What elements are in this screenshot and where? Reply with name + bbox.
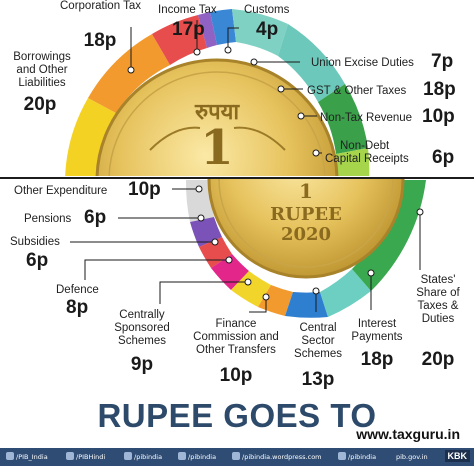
footer-item-7[interactable]: pib.gov.in bbox=[396, 453, 428, 461]
segment-customs bbox=[210, 9, 236, 45]
value-states-share: 20p bbox=[421, 349, 455, 370]
label-central-sector-2: Sector bbox=[301, 335, 335, 347]
value-corporation-tax: 18p bbox=[83, 30, 117, 51]
segment-income-tax bbox=[198, 12, 217, 48]
label-finance-commission-3: Other Transfers bbox=[196, 344, 276, 356]
segment-income-tax-left bbox=[152, 15, 207, 65]
segment-corporation-tax bbox=[88, 34, 170, 113]
instagram-icon[interactable] bbox=[338, 452, 346, 460]
twitter-icon[interactable] bbox=[66, 452, 74, 460]
heading-rupee-goes-to: RUPEE GOES TO bbox=[97, 397, 377, 434]
label-css-1: Centrally bbox=[119, 309, 165, 321]
label-borrowings-3: Liabilities bbox=[18, 77, 66, 89]
segment-states-share bbox=[352, 180, 426, 291]
value-defence: 8p bbox=[66, 297, 89, 318]
segment-gst bbox=[278, 24, 345, 102]
label-finance-commission-2: Commission and bbox=[193, 331, 279, 343]
segment-non-debt bbox=[336, 148, 370, 176]
coin-bottom-year: 2020 bbox=[280, 224, 332, 245]
label-central-sector-1: Central bbox=[299, 322, 337, 334]
label-gst: GST & Other Taxes bbox=[307, 85, 407, 97]
segment-finance-commission bbox=[258, 285, 293, 316]
leader-lines-top bbox=[130, 20, 322, 154]
segment-non-tax bbox=[318, 84, 368, 154]
value-income-tax: 17p bbox=[172, 19, 205, 40]
coin-engraving bbox=[149, 126, 286, 151]
label-other-expenditure: Other Expenditure bbox=[14, 185, 108, 197]
label-interest-1: Interest bbox=[357, 318, 397, 330]
label-css-2: Sponsored bbox=[114, 322, 170, 334]
wordpress-icon[interactable] bbox=[232, 452, 240, 460]
value-css: 9p bbox=[130, 354, 154, 375]
segment-interest bbox=[320, 269, 371, 317]
label-income-tax: Income Tax bbox=[158, 4, 217, 16]
footer-item-3[interactable]: /pibindia bbox=[134, 453, 163, 461]
value-customs: 4p bbox=[256, 19, 279, 40]
coin-bottom-word: RUPEE bbox=[270, 204, 342, 225]
label-borrowings-1: Borrowings bbox=[13, 51, 71, 63]
value-borrowings: 20p bbox=[23, 94, 57, 115]
label-css-3: Schemes bbox=[118, 335, 166, 347]
segment-css bbox=[231, 271, 271, 307]
rupee-comes-from-donut bbox=[65, 9, 370, 176]
value-finance-commission: 10p bbox=[219, 365, 253, 386]
label-non-debt-2: Capital Receipts bbox=[325, 153, 409, 165]
footer-bar: /PIB_India /PIBHindi /pibindia /pibindia… bbox=[0, 448, 474, 466]
label-central-sector-3: Schemes bbox=[294, 348, 342, 360]
value-pensions: 6p bbox=[84, 207, 107, 228]
rupee-goes-to-donut bbox=[185, 179, 426, 318]
label-finance-commission-1: Finance bbox=[215, 318, 257, 330]
youtube-icon[interactable] bbox=[178, 452, 186, 460]
coin-top-numeral: 1 bbox=[200, 120, 234, 176]
value-interest: 18p bbox=[360, 349, 394, 370]
segment-other-expenditure bbox=[185, 180, 214, 222]
label-non-debt-1: Non-Debt bbox=[340, 140, 390, 152]
leader-dots-bottom bbox=[195, 185, 424, 301]
label-defence: Defence bbox=[56, 284, 99, 296]
label-pensions: Pensions bbox=[24, 213, 72, 225]
footer-item-5[interactable]: /pibindia.wordpress.com bbox=[242, 453, 322, 461]
facebook-icon[interactable] bbox=[124, 452, 132, 460]
segment-defence bbox=[211, 254, 249, 290]
footer-item-6[interactable]: /pibindia bbox=[348, 453, 377, 461]
value-gst: 18p bbox=[423, 79, 456, 100]
label-corporation-tax: Corporation Tax bbox=[60, 0, 141, 12]
segment-union-excise bbox=[232, 9, 288, 56]
label-union-excise: Union Excise Duties bbox=[311, 57, 414, 69]
leader-dots-top bbox=[127, 46, 320, 157]
section-divider bbox=[0, 177, 474, 179]
website-link[interactable]: www.taxguru.in bbox=[356, 426, 460, 442]
twitter-icon[interactable] bbox=[6, 452, 14, 460]
value-subsidies: 6p bbox=[26, 250, 49, 271]
coin-top bbox=[95, 58, 339, 176]
label-interest-2: Payments bbox=[351, 331, 403, 343]
value-central-sector: 13p bbox=[301, 369, 335, 390]
value-non-tax: 10p bbox=[422, 106, 455, 127]
value-other-expenditure: 10p bbox=[128, 179, 161, 200]
coin-top-script: रुपया bbox=[194, 99, 240, 125]
leader-lines-bottom bbox=[70, 188, 421, 313]
value-union-excise: 7p bbox=[431, 51, 454, 72]
coin-bottom-numeral: 1 bbox=[299, 179, 313, 203]
value-non-debt: 6p bbox=[432, 147, 455, 168]
label-customs: Customs bbox=[244, 4, 290, 16]
segment-central-sector bbox=[285, 292, 328, 318]
label-states-share-1: States' bbox=[420, 274, 456, 286]
footer-item-4[interactable]: /pibindia bbox=[188, 453, 217, 461]
label-states-share-3: Taxes & bbox=[417, 300, 459, 312]
label-borrowings-2: and Other bbox=[16, 64, 68, 76]
label-states-share-2: Share of bbox=[416, 287, 460, 299]
label-subsidies: Subsidies bbox=[10, 236, 60, 248]
kbk-badge: KBK bbox=[444, 450, 470, 462]
footer-item-2[interactable]: /PIBHindi bbox=[76, 453, 106, 461]
label-non-tax: Non-Tax Revenue bbox=[320, 112, 413, 124]
footer-item-1[interactable]: /PIB_India bbox=[16, 453, 48, 461]
label-states-share-4: Duties bbox=[421, 313, 455, 325]
segment-borrowings bbox=[65, 98, 116, 176]
